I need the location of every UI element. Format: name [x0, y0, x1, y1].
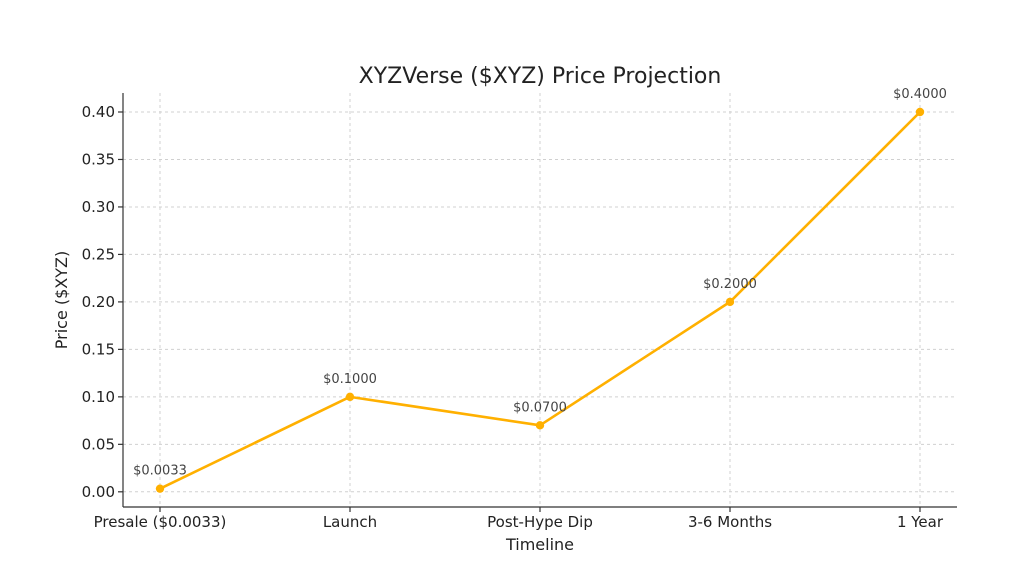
y-tick-label: 0.40: [82, 103, 115, 121]
x-tick-label: 3-6 Months: [688, 513, 772, 531]
data-point: [535, 421, 545, 430]
y-tick-label: 0.00: [82, 483, 115, 501]
x-tick-label: Presale ($0.0033): [94, 513, 227, 531]
data-label: $0.0033: [133, 464, 187, 479]
x-axis-label: Timeline: [505, 535, 574, 554]
labels-layer: $0.0033 $0.1000 $0.0700 $0.2000 $0.4000: [133, 87, 947, 479]
x-tick-label: 1 Year: [897, 513, 944, 531]
chart-title: XYZVerse ($XYZ) Price Projection: [359, 64, 722, 89]
data-point: [725, 297, 735, 307]
price-line: [158, 110, 922, 490]
x-tick-label: Post-Hype Dip: [487, 513, 593, 531]
y-axis-label: Price ($XYZ): [52, 251, 71, 349]
y-tick-label: 0.25: [82, 245, 115, 263]
data-label: $0.4000: [893, 87, 947, 102]
data-point: [915, 107, 925, 117]
data-label: $0.1000: [323, 372, 377, 387]
series-layer: [155, 107, 925, 493]
data-point: [345, 392, 355, 402]
data-label: $0.2000: [703, 277, 757, 292]
axes-layer: 0.00 0.05 0.10 0.15 0.20 0.25 0.30 0.35 0.40 Pres…: [82, 93, 957, 531]
data-point: [155, 484, 165, 493]
grid-layer: [123, 93, 957, 507]
y-tick-label: 0.10: [82, 388, 115, 406]
y-tick-label: 0.35: [82, 150, 115, 168]
data-label: $0.0700: [513, 400, 567, 415]
x-tick-label: Launch: [323, 513, 377, 531]
y-tick-label: 0.15: [82, 340, 115, 358]
y-tick-label: 0.20: [82, 293, 115, 311]
y-tick-label: 0.30: [82, 198, 115, 216]
y-tick-label: 0.05: [82, 435, 115, 453]
